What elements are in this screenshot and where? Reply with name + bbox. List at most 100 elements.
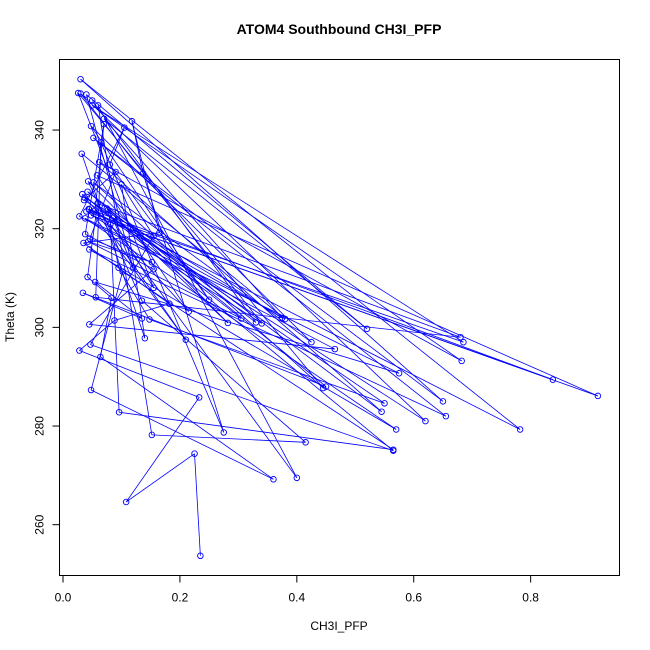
data-point	[238, 315, 245, 322]
series-segment	[83, 199, 426, 422]
data-point	[84, 188, 91, 195]
series-segment	[88, 208, 553, 381]
data-point	[91, 207, 99, 214]
series-segment	[125, 397, 200, 503]
data-point	[281, 315, 289, 323]
x-axis-label: CH3I_PFP	[310, 619, 367, 633]
data-point	[87, 122, 95, 130]
data-point	[80, 239, 87, 247]
data-point	[86, 246, 93, 253]
data-point	[381, 400, 388, 407]
series-segment	[99, 161, 462, 362]
data-point	[79, 190, 86, 198]
data-point	[104, 206, 112, 214]
series-segment	[77, 92, 324, 389]
data-point	[270, 476, 277, 483]
data-point	[103, 205, 111, 212]
data-point	[156, 229, 163, 236]
series-segment	[90, 344, 394, 452]
series-segment	[90, 389, 274, 480]
data-point	[107, 221, 114, 228]
series-segment	[79, 216, 336, 350]
data-point	[77, 90, 84, 97]
series-segment	[93, 182, 312, 343]
data-point	[278, 314, 286, 322]
data-point	[77, 75, 84, 83]
data-point	[119, 268, 126, 275]
data-point	[205, 296, 213, 303]
data-point	[252, 319, 260, 326]
plot-frame	[59, 59, 620, 576]
data-point	[91, 278, 99, 286]
series-segment	[97, 203, 461, 338]
x-axis: 0.0 0.2 0.4 0.6 0.8	[55, 575, 539, 605]
data-point	[302, 439, 309, 446]
series-segment	[80, 93, 426, 422]
series-segment	[88, 208, 521, 430]
series-segment	[90, 125, 312, 343]
data-point	[93, 172, 101, 179]
series-segment	[86, 211, 464, 343]
data-point	[109, 214, 116, 222]
data-point	[97, 353, 104, 361]
series-segment	[89, 238, 153, 263]
series-segment	[109, 164, 210, 300]
series-segment	[106, 208, 154, 289]
data-point	[97, 139, 105, 146]
data-point	[74, 89, 82, 97]
y-tick-label: 320	[33, 218, 47, 238]
series-segment	[87, 181, 143, 301]
data-point	[442, 412, 450, 420]
y-tick-label: 280	[33, 416, 47, 436]
series-segment	[91, 100, 257, 323]
series-segment	[90, 215, 553, 381]
data-point	[87, 212, 95, 219]
data-point	[86, 321, 93, 328]
data-point	[112, 168, 119, 176]
series-segment	[92, 105, 462, 362]
series-segment	[90, 125, 210, 300]
data-point	[88, 97, 96, 104]
data-point	[92, 294, 99, 301]
data-point	[129, 264, 137, 272]
series-segment	[82, 292, 327, 387]
data-point	[121, 124, 128, 131]
series-segment	[94, 124, 105, 211]
data-point	[141, 334, 149, 342]
data-point	[457, 333, 464, 341]
data-point	[88, 102, 96, 109]
data-point	[118, 181, 125, 188]
data-point	[76, 347, 83, 354]
series-segment	[89, 324, 335, 350]
y-axis-label: Theta (K)	[3, 292, 17, 342]
series-segment	[88, 209, 187, 340]
series-segment	[87, 276, 112, 299]
chart-title: ATOM4 Southbound CH3I_PFP	[237, 21, 442, 37]
data-point	[90, 179, 97, 186]
data-point	[319, 384, 327, 392]
data-point	[111, 317, 118, 324]
series-segment	[93, 182, 324, 389]
data-point	[108, 294, 115, 302]
data-point	[100, 120, 108, 128]
data-point	[80, 196, 88, 204]
plot-area	[59, 59, 620, 576]
data-point	[308, 338, 315, 346]
series-segment	[96, 175, 599, 397]
data-point	[81, 215, 89, 222]
data-point	[422, 417, 429, 425]
data-point	[87, 386, 95, 394]
series-segment	[90, 271, 124, 391]
data-point	[122, 498, 130, 506]
series-segment	[82, 292, 143, 319]
data-point	[115, 408, 123, 416]
series-segment	[125, 453, 195, 503]
series-segment	[87, 241, 242, 319]
series-segment	[106, 208, 257, 323]
data-point	[197, 552, 204, 560]
series-segment	[119, 411, 394, 451]
x-tick-label: 0.6	[405, 591, 422, 605]
data-point	[594, 392, 602, 400]
data-point	[224, 319, 232, 327]
